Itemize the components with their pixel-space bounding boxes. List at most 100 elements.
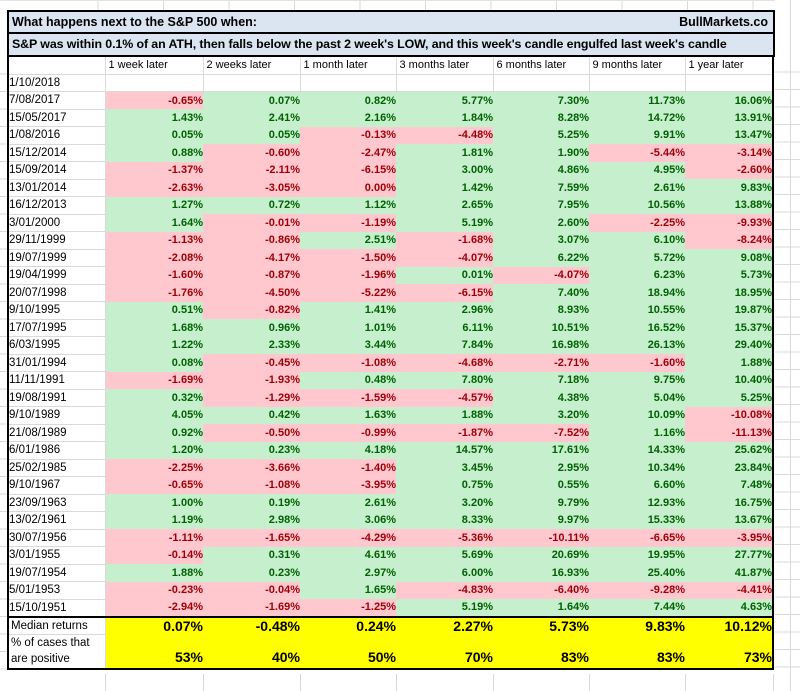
return-cell[interactable]: 3.20% bbox=[396, 494, 493, 512]
return-cell[interactable]: 0.05% bbox=[105, 126, 203, 144]
date-cell[interactable]: 20/07/1998 bbox=[8, 284, 106, 302]
return-cell[interactable]: -2.71% bbox=[493, 354, 589, 372]
return-cell[interactable]: 0.00% bbox=[300, 179, 396, 197]
return-cell[interactable]: 4.61% bbox=[300, 546, 396, 564]
return-cell[interactable]: 5.19% bbox=[396, 214, 493, 232]
return-cell[interactable]: 1.12% bbox=[300, 196, 396, 214]
return-cell[interactable]: 14.57% bbox=[396, 441, 493, 459]
return-cell[interactable]: -6.40% bbox=[493, 581, 589, 599]
return-cell[interactable]: 16.06% bbox=[685, 91, 773, 109]
return-cell[interactable]: 10.09% bbox=[589, 406, 685, 424]
summary-value-cell[interactable]: 2.27% bbox=[396, 616, 493, 635]
return-cell[interactable]: 10.55% bbox=[589, 301, 685, 319]
return-cell[interactable]: 3.06% bbox=[300, 511, 396, 529]
return-cell[interactable]: -8.24% bbox=[685, 231, 773, 249]
return-cell[interactable]: -10.08% bbox=[685, 406, 773, 424]
return-cell[interactable]: 0.92% bbox=[105, 424, 203, 442]
return-cell[interactable]: -1.50% bbox=[300, 249, 396, 267]
return-cell[interactable]: 0.96% bbox=[203, 319, 300, 337]
return-cell[interactable]: 0.01% bbox=[396, 266, 493, 284]
return-cell[interactable]: 6.10% bbox=[589, 231, 685, 249]
return-cell[interactable]: 11.73% bbox=[589, 91, 685, 109]
return-cell[interactable]: 1.64% bbox=[105, 214, 203, 232]
return-cell[interactable]: 4.86% bbox=[493, 161, 589, 179]
return-cell[interactable]: -4.29% bbox=[300, 529, 396, 547]
return-cell[interactable]: -1.87% bbox=[396, 424, 493, 442]
column-header[interactable]: 2 weeks later bbox=[203, 56, 301, 75]
return-cell[interactable]: 18.94% bbox=[589, 284, 685, 302]
date-cell[interactable]: 3/01/1955 bbox=[8, 546, 106, 565]
column-header[interactable]: 1 week later bbox=[105, 56, 204, 75]
return-cell[interactable]: 13.67% bbox=[685, 511, 773, 529]
return-cell[interactable]: 0.72% bbox=[203, 196, 300, 214]
return-cell[interactable] bbox=[203, 74, 301, 92]
return-cell[interactable]: 6.00% bbox=[396, 564, 493, 582]
date-cell[interactable]: 6/03/1995 bbox=[8, 336, 106, 355]
return-cell[interactable]: -1.76% bbox=[105, 284, 203, 302]
return-cell[interactable]: 0.42% bbox=[203, 406, 300, 424]
return-cell[interactable]: 2.96% bbox=[396, 301, 493, 319]
return-cell[interactable]: -4.07% bbox=[396, 249, 493, 267]
return-cell[interactable]: 0.51% bbox=[105, 301, 203, 319]
return-cell[interactable]: -11.13% bbox=[685, 424, 773, 442]
return-cell[interactable]: 1.64% bbox=[493, 599, 589, 617]
return-cell[interactable]: -5.44% bbox=[589, 144, 685, 162]
return-cell[interactable]: 9.75% bbox=[589, 371, 685, 389]
return-cell[interactable]: -0.65% bbox=[105, 476, 203, 494]
return-cell[interactable]: 0.23% bbox=[203, 564, 300, 582]
summary-value-cell[interactable]: 53% bbox=[105, 634, 203, 669]
return-cell[interactable]: 10.51% bbox=[493, 319, 589, 337]
date-cell[interactable]: 15/09/2014 bbox=[8, 161, 106, 180]
return-cell[interactable]: 2.95% bbox=[493, 459, 589, 477]
return-cell[interactable]: -2.25% bbox=[105, 459, 203, 477]
return-cell[interactable]: -1.29% bbox=[203, 389, 300, 407]
return-cell[interactable]: -1.19% bbox=[300, 214, 396, 232]
return-cell[interactable]: 10.40% bbox=[685, 371, 773, 389]
return-cell[interactable]: 8.28% bbox=[493, 109, 589, 127]
summary-value-cell[interactable]: -0.48% bbox=[203, 616, 300, 635]
return-cell[interactable]: 0.07% bbox=[203, 91, 300, 109]
summary-value-cell[interactable]: 10.12% bbox=[685, 616, 773, 635]
summary-value-cell[interactable]: 5.73% bbox=[493, 616, 589, 635]
return-cell[interactable]: 3.20% bbox=[493, 406, 589, 424]
return-cell[interactable]: 29.40% bbox=[685, 336, 773, 354]
date-cell[interactable]: 19/08/1991 bbox=[8, 389, 106, 407]
return-cell[interactable]: -1.65% bbox=[203, 529, 300, 547]
return-cell[interactable]: 7.84% bbox=[396, 336, 493, 354]
return-cell[interactable]: 16.93% bbox=[493, 564, 589, 582]
return-cell[interactable]: 5.72% bbox=[589, 249, 685, 267]
return-cell[interactable]: 5.25% bbox=[493, 126, 589, 144]
return-cell[interactable]: -1.96% bbox=[300, 266, 396, 284]
return-cell[interactable]: -1.69% bbox=[105, 371, 203, 389]
return-cell[interactable]: -1.60% bbox=[589, 354, 685, 372]
return-cell[interactable]: 0.19% bbox=[203, 494, 300, 512]
title-bar[interactable]: What happens next to the S&P 500 when: B… bbox=[7, 10, 775, 34]
return-cell[interactable]: 5.25% bbox=[685, 389, 773, 407]
return-cell[interactable] bbox=[105, 74, 204, 92]
return-cell[interactable]: 6.22% bbox=[493, 249, 589, 267]
return-cell[interactable]: 2.60% bbox=[493, 214, 589, 232]
return-cell[interactable]: 4.95% bbox=[589, 161, 685, 179]
return-cell[interactable]: 2.65% bbox=[396, 196, 493, 214]
return-cell[interactable]: 3.45% bbox=[396, 459, 493, 477]
return-cell[interactable]: -3.05% bbox=[203, 179, 300, 197]
column-header[interactable]: 1 month later bbox=[300, 56, 397, 75]
return-cell[interactable]: 14.33% bbox=[589, 441, 685, 459]
return-cell[interactable]: 9.91% bbox=[589, 126, 685, 144]
summary-value-cell[interactable]: 9.83% bbox=[589, 616, 685, 635]
return-cell[interactable]: 1.01% bbox=[300, 319, 396, 337]
date-cell[interactable]: 15/10/1951 bbox=[8, 599, 106, 617]
return-cell[interactable]: -1.69% bbox=[203, 599, 300, 617]
return-cell[interactable]: 0.55% bbox=[493, 476, 589, 494]
date-cell[interactable]: 21/08/1989 bbox=[8, 424, 106, 442]
summary-value-cell[interactable]: 70% bbox=[396, 634, 493, 669]
return-cell[interactable]: 7.48% bbox=[685, 476, 773, 494]
return-cell[interactable]: 10.34% bbox=[589, 459, 685, 477]
return-cell[interactable]: -4.83% bbox=[396, 581, 493, 599]
return-cell[interactable]: 5.77% bbox=[396, 91, 493, 109]
return-cell[interactable]: 7.59% bbox=[493, 179, 589, 197]
return-cell[interactable]: 1.43% bbox=[105, 109, 203, 127]
return-cell[interactable]: 13.91% bbox=[685, 109, 773, 127]
date-cell[interactable]: 11/11/1991 bbox=[8, 371, 106, 390]
return-cell[interactable]: -10.11% bbox=[493, 529, 589, 547]
